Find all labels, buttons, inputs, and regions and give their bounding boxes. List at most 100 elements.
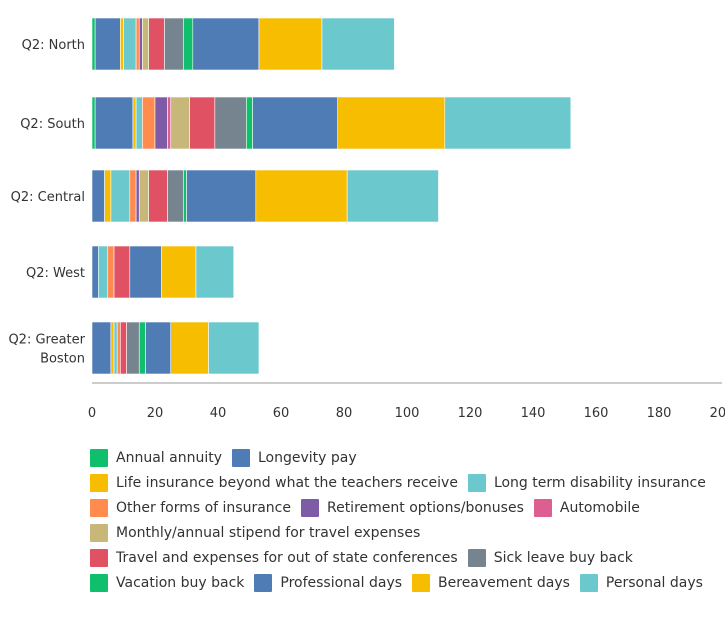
legend-swatch	[90, 524, 108, 542]
x-tick-label-120: 120	[458, 406, 483, 421]
bar-segment-q2-greater-boston-other-forms-of-insurance[interactable]	[116, 321, 121, 375]
x-tick-label-20: 20	[147, 406, 164, 421]
legend-label: Annual annuity	[116, 450, 222, 466]
bar-segment-q2-central-longevity-pay[interactable]	[91, 169, 105, 223]
bar-segment-q2-north-long-term-disability-insurance[interactable]	[123, 17, 137, 71]
bar-segment-q2-west-personal-days[interactable]	[195, 245, 235, 299]
bar-segment-q2-greater-boston-bereavement-days[interactable]	[170, 321, 209, 375]
bar-segment-q2-central-professional-days[interactable]	[186, 169, 257, 223]
bar-segment-q2-south-professional-days[interactable]	[252, 96, 338, 150]
bar-segment-q2-greater-boston-life-insurance-beyond-what-the-teachers-receive[interactable]	[110, 321, 115, 375]
legend-swatch	[254, 574, 273, 592]
legend-swatch	[533, 499, 552, 517]
bar-segment-q2-west-travel-and-expenses-for-out-of-state-conferences[interactable]	[113, 245, 131, 299]
bar-segment-q2-south-annual-annuity[interactable]	[91, 96, 96, 150]
x-tick-label-160: 160	[584, 406, 609, 421]
legend-item-sick-leave-buy-back[interactable]: Sick leave buy back	[467, 548, 633, 568]
legend-label: Life insurance beyond what the teachers …	[116, 475, 458, 491]
legend-item-monthly-annual-stipend-for-travel-expenses[interactable]: Monthly/annual stipend for travel expens…	[90, 523, 420, 543]
bar-segment-q2-west-other-forms-of-insurance[interactable]	[107, 245, 115, 299]
legend-swatch	[412, 574, 431, 592]
bar-segment-q2-north-annual-annuity[interactable]	[91, 17, 96, 71]
bar-segment-q2-greater-boston-longevity-pay[interactable]	[91, 321, 112, 375]
bar-segment-q2-central-travel-and-expenses-for-out-of-state-conferences[interactable]	[148, 169, 168, 223]
bar-segment-q2-west-professional-days[interactable]	[129, 245, 162, 299]
bar-segment-q2-south-long-term-disability-insurance[interactable]	[135, 96, 143, 150]
bar-segment-q2-central-life-insurance-beyond-what-the-teachers-receive[interactable]	[104, 169, 112, 223]
legend-item-longevity-pay[interactable]: Longevity pay	[231, 448, 357, 468]
bar-segment-q2-greater-boston-travel-and-expenses-for-out-of-state-conferences[interactable]	[120, 321, 127, 375]
bar-segment-q2-north-sick-leave-buy-back[interactable]	[164, 17, 184, 71]
bar-segment-q2-greater-boston-personal-days[interactable]	[208, 321, 260, 375]
legend-item-vacation-buy-back[interactable]: Vacation buy back	[90, 573, 244, 593]
legend-label: Longevity pay	[257, 450, 357, 466]
bar-segment-q2-south-life-insurance-beyond-what-the-teachers-receive[interactable]	[132, 96, 137, 150]
bar-segment-q2-west-bereavement-days[interactable]	[161, 245, 197, 299]
bar-segment-q2-greater-boston-sick-leave-buy-back[interactable]	[126, 321, 140, 375]
legend-label: Professional days	[280, 575, 403, 591]
x-tick-label-180: 180	[647, 406, 672, 421]
bar-segment-q2-north-retirement-options-bonuses[interactable]	[138, 17, 143, 71]
legend-swatch	[90, 499, 108, 517]
legend-item-other-forms-of-insurance[interactable]: Other forms of insurance	[90, 498, 291, 518]
legend-label: Bereavement days	[438, 575, 570, 591]
legend-item-bereavement-days[interactable]: Bereavement days	[412, 573, 570, 593]
bars-layer	[91, 17, 572, 375]
legend-item-retirement-options-bonuses[interactable]: Retirement options/bonuses	[300, 498, 524, 518]
bar-segment-q2-north-personal-days[interactable]	[321, 17, 395, 71]
legend-swatch	[90, 574, 108, 592]
legend-item-automobile[interactable]: Automobile	[533, 498, 640, 518]
bar-segment-q2-south-other-forms-of-insurance[interactable]	[142, 96, 156, 150]
x-tick-label-100: 100	[395, 406, 420, 421]
bar-segment-q2-south-sick-leave-buy-back[interactable]	[214, 96, 247, 150]
bar-segment-q2-central-other-forms-of-insurance[interactable]	[129, 169, 137, 223]
bar-segment-q2-north-life-insurance-beyond-what-the-teachers-receive[interactable]	[120, 17, 124, 71]
bar-segment-q2-central-bereavement-days[interactable]	[255, 169, 348, 223]
bar-segment-q2-central-vacation-buy-back[interactable]	[183, 169, 187, 223]
legend-item-personal-days[interactable]: Personal days	[579, 573, 703, 593]
bar-segment-q2-south-automobile[interactable]	[167, 96, 172, 150]
x-tick-label-0: 0	[88, 406, 96, 421]
bar-segment-q2-central-sick-leave-buy-back[interactable]	[167, 169, 184, 223]
bar-segment-q2-north-vacation-buy-back[interactable]	[183, 17, 194, 71]
bar-segment-q2-south-monthly-annual-stipend-for-travel-expenses[interactable]	[170, 96, 190, 150]
bar-segment-q2-north-travel-and-expenses-for-out-of-state-conferences[interactable]	[148, 17, 165, 71]
category-label-q2-north: Q2: North	[22, 38, 85, 53]
bar-segment-q2-central-monthly-annual-stipend-for-travel-expenses[interactable]	[138, 169, 149, 223]
x-tick-label-60: 60	[273, 406, 290, 421]
bar-segment-q2-north-professional-days[interactable]	[192, 17, 260, 71]
legend-swatch	[90, 549, 108, 567]
bar-segment-q2-south-vacation-buy-back[interactable]	[246, 96, 253, 150]
legend-item-travel-and-expenses-for-out-of-state-conferences[interactable]: Travel and expenses for out of state con…	[90, 548, 458, 568]
legend-label: Other forms of insurance	[116, 500, 291, 516]
bar-segment-q2-greater-boston-vacation-buy-back[interactable]	[138, 321, 146, 375]
bar-segment-q2-south-retirement-options-bonuses[interactable]	[154, 96, 168, 150]
bar-segment-q2-central-retirement-options-bonuses[interactable]	[135, 169, 140, 223]
legend-swatch	[467, 474, 486, 492]
legend-label: Automobile	[559, 500, 640, 516]
bar-segment-q2-west-long-term-disability-insurance[interactable]	[98, 245, 109, 299]
bar-segment-q2-south-travel-and-expenses-for-out-of-state-conferences[interactable]	[189, 96, 216, 150]
bar-segment-q2-north-longevity-pay[interactable]	[94, 17, 121, 71]
bar-segment-q2-north-bereavement-days[interactable]	[258, 17, 323, 71]
legend: Annual annuity Longevity pay Life insuranc…	[90, 448, 720, 593]
bar-segment-q2-central-personal-days[interactable]	[346, 169, 439, 223]
legend-item-professional-days[interactable]: Professional days	[254, 573, 402, 593]
legend-label: Vacation buy back	[116, 575, 245, 591]
category-label-q2-south: Q2: South	[20, 117, 85, 132]
bar-segment-q2-west-longevity-pay[interactable]	[91, 245, 99, 299]
bar-segment-q2-north-other-forms-of-insurance[interactable]	[135, 17, 140, 71]
category-label-q2-greater-boston: Q2: Greater Boston	[8, 333, 85, 367]
bar-segment-q2-south-personal-days[interactable]	[444, 96, 572, 150]
bar-segment-q2-greater-boston-long-term-disability-insurance[interactable]	[113, 321, 118, 375]
bar-segment-q2-south-bereavement-days[interactable]	[337, 96, 446, 150]
legend-item-long-term-disability-insurance[interactable]: Long term disability insurance	[467, 473, 706, 493]
x-tick-label-80: 80	[336, 406, 353, 421]
bar-segment-q2-south-longevity-pay[interactable]	[94, 96, 134, 150]
bar-segment-q2-north-monthly-annual-stipend-for-travel-expenses[interactable]	[142, 17, 149, 71]
bar-segment-q2-central-long-term-disability-insurance[interactable]	[110, 169, 131, 223]
legend-label: Travel and expenses for out of state con…	[116, 550, 458, 566]
legend-item-life-insurance-beyond-what-the-teachers-receive[interactable]: Life insurance beyond what the teachers …	[90, 473, 458, 493]
bar-segment-q2-greater-boston-professional-days[interactable]	[145, 321, 172, 375]
legend-item-annual-annuity[interactable]: Annual annuity	[90, 448, 222, 468]
